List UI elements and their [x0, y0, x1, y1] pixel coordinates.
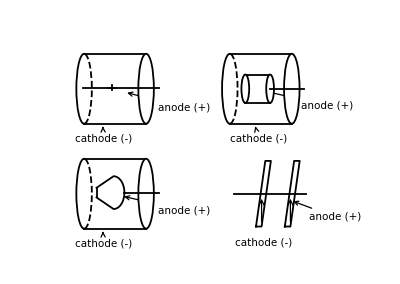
Text: anode (+): anode (+): [268, 91, 353, 110]
Text: cathode (-): cathode (-): [230, 128, 287, 143]
Bar: [230, 54, 292, 124]
Ellipse shape: [266, 74, 274, 103]
Text: anode (+): anode (+): [125, 196, 211, 215]
Polygon shape: [256, 161, 271, 227]
Text: anode (+): anode (+): [294, 201, 361, 222]
Ellipse shape: [138, 159, 154, 229]
Ellipse shape: [242, 74, 249, 103]
Text: cathode (-): cathode (-): [75, 128, 132, 143]
Polygon shape: [285, 161, 300, 227]
Text: cathode (-): cathode (-): [235, 237, 292, 247]
Ellipse shape: [138, 54, 154, 124]
Bar: [245, 74, 270, 103]
Ellipse shape: [284, 54, 300, 124]
Text: anode (+): anode (+): [128, 92, 211, 113]
Polygon shape: [96, 176, 124, 209]
Bar: [84, 54, 146, 124]
Text: cathode (-): cathode (-): [75, 232, 132, 248]
Bar: [84, 159, 146, 229]
